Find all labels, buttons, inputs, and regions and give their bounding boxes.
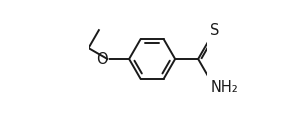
Text: S: S [210,23,220,38]
Text: NH₂: NH₂ [210,80,238,95]
Text: O: O [96,51,108,67]
